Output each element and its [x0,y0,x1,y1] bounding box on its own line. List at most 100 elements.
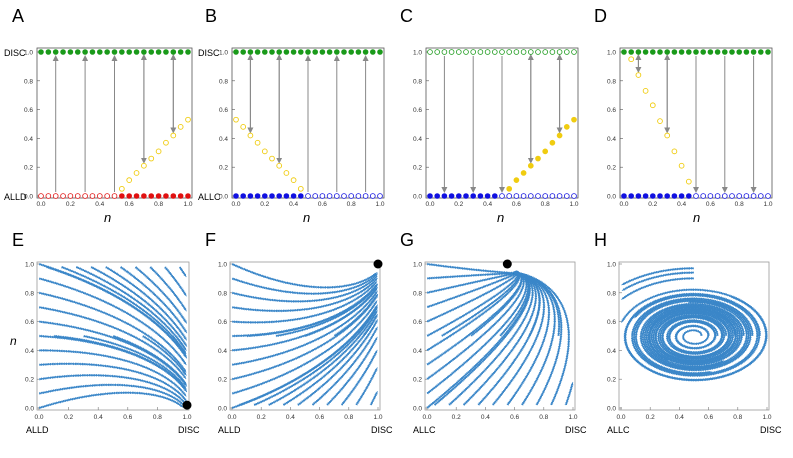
y-tick-label: 0.0 [25,406,34,413]
bottom-row-dot [729,193,735,199]
y-tick-label: 0.2 [24,165,33,172]
x-tick-label: 0.2 [646,414,655,421]
interior-equilibrium-dot [556,132,563,139]
top-row-dot [700,49,706,55]
bottom-row-dot [542,193,548,199]
interior-equilibrium-dot [141,162,147,169]
bottom-row-dot [750,193,757,199]
panel-e-xright: DISC [178,425,200,435]
panel-g-xleft: ALLC [413,425,436,435]
bottom-row-dot [261,193,268,199]
panel-e-ylabel: n [10,334,17,348]
interior-equilibrium-dot [563,124,570,130]
top-row-dot [38,49,44,55]
top-row-dot [82,49,88,55]
top-row-dot [74,49,81,55]
top-row-dot [52,49,59,55]
top-row-dot [657,49,663,55]
x-tick-label: 0.8 [344,414,353,421]
top-row-dot [290,49,297,55]
top-row-dot [671,49,678,55]
bottom-row-dot [119,193,125,199]
x-tick-label: 0.4 [95,201,104,208]
interior-equilibrium-dot [628,56,635,63]
bottom-row-dot [141,193,147,199]
top-row-dot [163,49,169,55]
y-tick-label: 0.6 [413,319,422,326]
interior-equilibrium-dot [513,177,520,184]
bottom-row-dot [427,193,433,199]
stable-point [502,259,512,269]
bottom-row-dot [333,193,340,199]
top-row-dot [312,49,319,55]
top-row-dot [148,49,155,55]
x-tick-label: 0.6 [510,414,519,421]
bottom-row-dot [305,193,311,199]
y-tick-label: 0.4 [24,136,33,143]
panel-h-xright: DISC [760,425,782,435]
interior-equilibrium-dot [671,148,678,155]
bottom-row-dot [312,193,319,199]
y-tick-label: 0.2 [607,165,616,172]
bottom-row-dot [714,193,721,199]
bottom-row-dot [463,193,469,199]
panel-c: 0.0 0.2 0.4 0.6 0.8 1.0 0.0 0.2 0.4 0.6 0.8 1.0 [413,47,579,208]
y-tick-label: 1.0 [413,262,422,269]
y-tick-label: 0.6 [25,319,34,326]
y-tick-label: 1.0 [607,262,616,269]
interior-equilibrium-dot [527,162,534,169]
top-row-dot [513,49,520,55]
bottom-row-dot [38,193,44,199]
bottom-row-dot [477,193,484,199]
interior-equilibrium-dot [283,170,290,176]
panel-h-xleft: ALLC [607,425,630,435]
bottom-row-dot [678,193,685,199]
bottom-row-dot [240,193,247,199]
y-tick-label: 0.2 [413,377,422,384]
panel-f: 0.0 0.2 0.4 0.6 0.8 1.0 0.0 0.2 0.4 0.6 0.8 1.0 [218,259,383,421]
y-tick-label: 0.8 [219,78,228,85]
top-row-dot [685,49,692,55]
top-row-dot [535,49,541,55]
bottom-row-dot [74,193,81,199]
top-row-dot [649,49,656,55]
x-tick-label: 0.0 [227,414,236,421]
bottom-row-dot [276,193,283,199]
bottom-row-dot [736,193,742,199]
interior-equilibrium-dot [133,170,140,176]
bottom-row-dot [549,193,556,199]
bottom-row-dot [563,193,570,199]
panel-g-xright: DISC [565,425,587,435]
top-row-dot [549,49,556,55]
x-tick-label: 1.0 [373,414,382,421]
interior-equilibrium-dot [520,170,527,176]
x-tick-label: 1.0 [762,414,771,421]
top-row-dot [736,49,742,55]
interior-equilibrium-dot [635,72,642,78]
bottom-row-dot [247,193,254,199]
top-row-dot [355,49,362,55]
top-row-dot [571,49,577,55]
x-tick-label: 0.2 [66,201,75,208]
bottom-row-dot [148,193,155,199]
panel-e: 0.0 0.2 0.4 0.6 0.8 1.0 0.0 0.2 0.4 0.6 0.8 1.0 [25,262,192,422]
panel-letter-d: D [594,6,607,26]
bottom-row-dot [185,193,191,199]
x-tick-label: 1.0 [568,414,577,421]
panel-e-xleft: ALLD [26,425,49,435]
top-row-dot [642,49,649,55]
top-row-dot [133,49,140,55]
y-tick-label: 1.0 [607,50,616,57]
bottom-row-dot [513,193,520,199]
y-tick-label: 0.6 [607,107,616,114]
bottom-row-dot [499,193,505,199]
top-row-dot [170,49,177,55]
y-tick-label: 0.4 [219,136,228,143]
top-row-dot [765,49,771,55]
top-row-dot [664,49,670,55]
interior-equilibrium-dot [290,177,297,184]
bottom-row-dot [170,193,177,199]
y-tick-label: 0.4 [607,348,616,355]
y-tick-label: 0.2 [25,377,34,384]
bottom-row-dot [621,193,627,199]
